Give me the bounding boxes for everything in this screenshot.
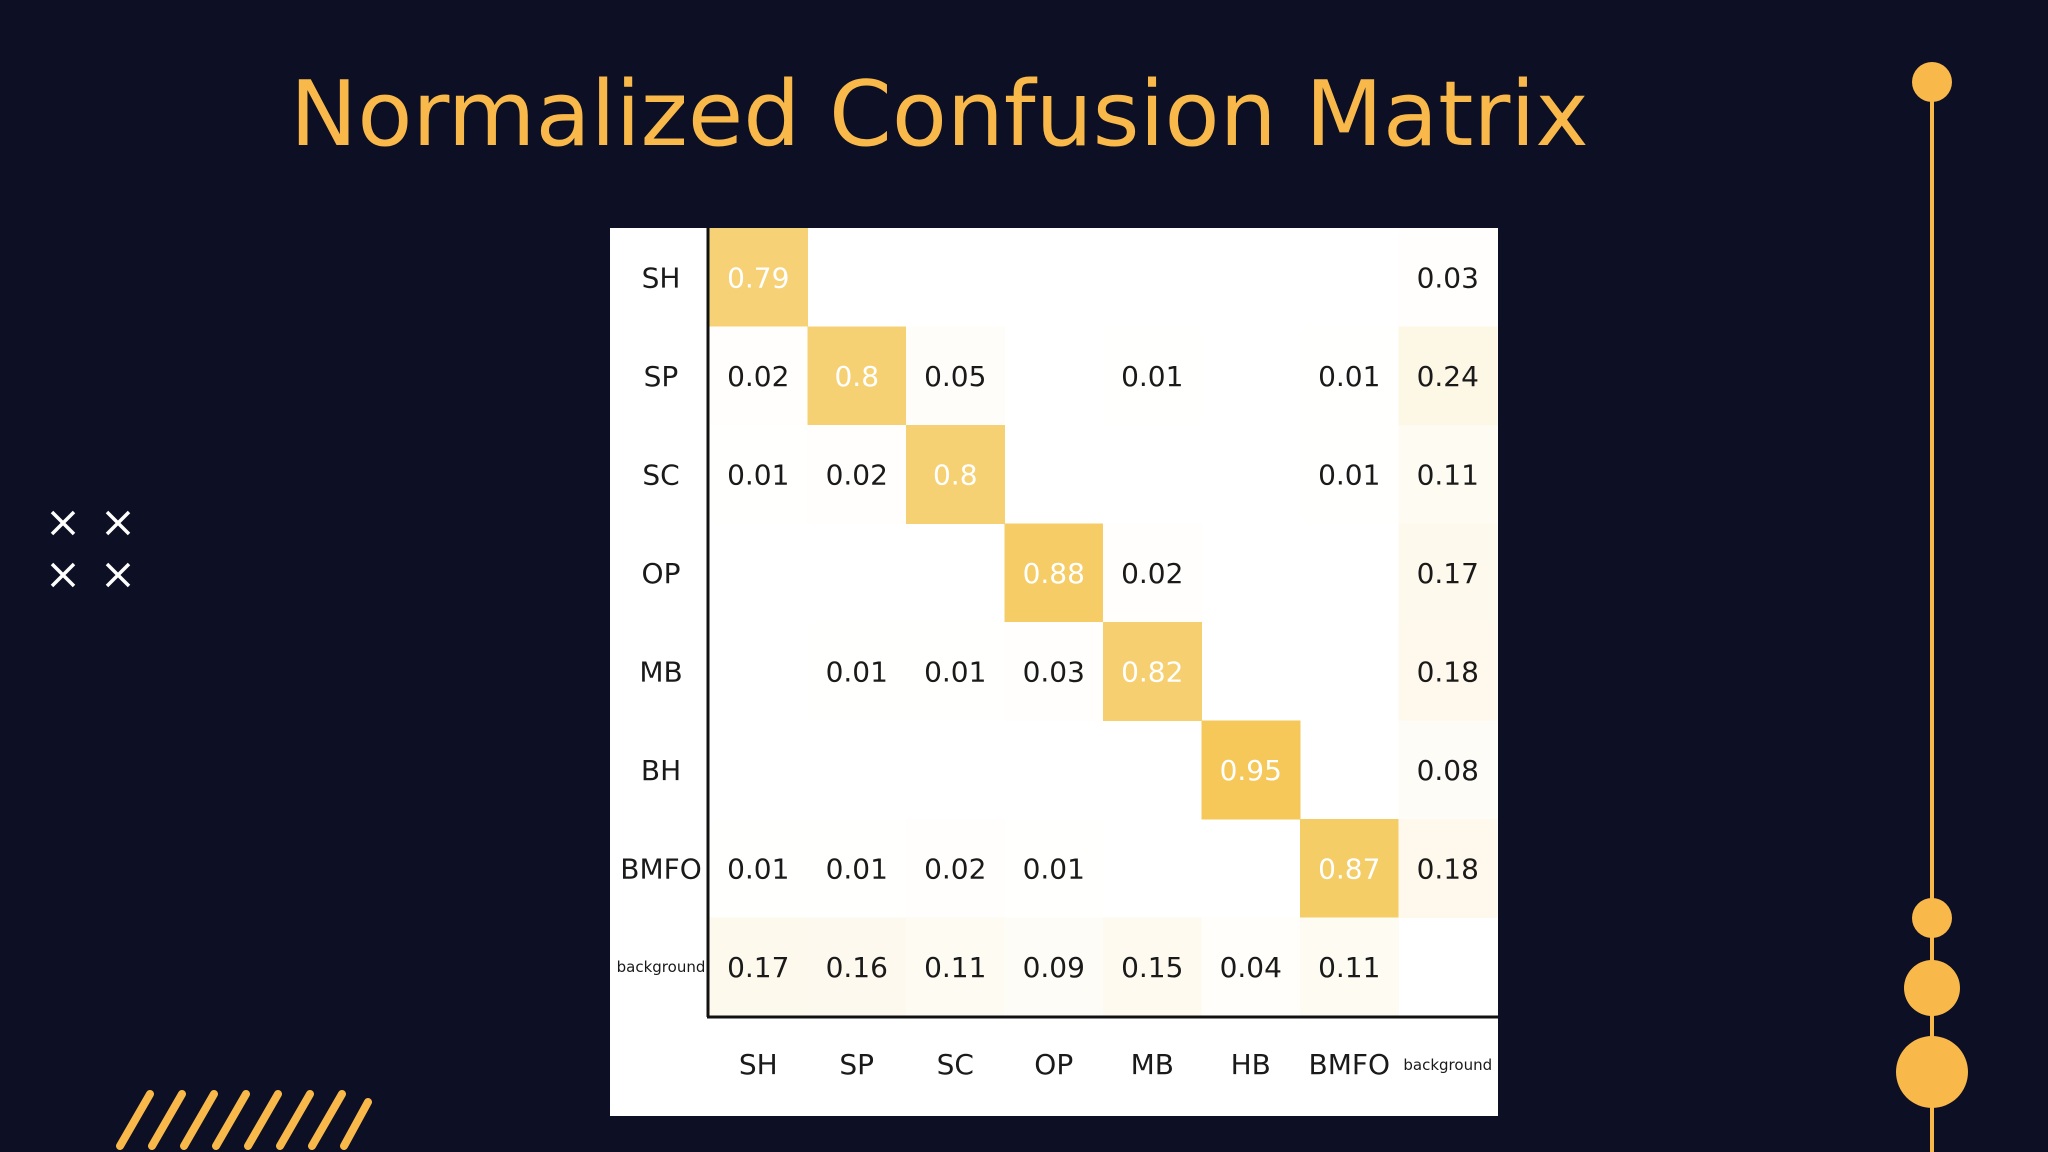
cross-icon: [50, 510, 76, 536]
heatmap-cell: [906, 917, 1005, 1017]
row-label: OP: [642, 557, 681, 590]
row-label: SC: [642, 458, 679, 491]
heatmap-cell: [807, 326, 907, 426]
column-label: SC: [937, 1048, 974, 1081]
heatmap-cell-value: 0.15: [1121, 951, 1183, 984]
heatmap-cell-value: 0.01: [727, 852, 789, 885]
heatmap-cell: [1103, 622, 1202, 721]
cross-icon: [105, 510, 131, 536]
heatmap-cell-value: 0.04: [1220, 951, 1282, 984]
row-label: BMFO: [620, 852, 702, 885]
heatmap-cell: [1398, 523, 1498, 623]
diagonal-stripes-icon: [116, 1090, 372, 1150]
heatmap-cell: [1004, 622, 1104, 721]
heatmap-cell-value: 0.09: [1023, 951, 1085, 984]
row-label: background: [617, 958, 706, 976]
row-label: SH: [642, 261, 681, 294]
heatmap-cell: [709, 425, 808, 524]
column-label: background: [1403, 1056, 1492, 1074]
heatmap-cell: [1398, 425, 1498, 524]
heatmap-cell-value: 0.17: [727, 951, 789, 984]
heatmap-cell-value: 0.18: [1417, 655, 1479, 688]
heatmap-cell: [1398, 622, 1498, 721]
heatmap-cell: [1300, 917, 1399, 1017]
heatmap-cell: [1103, 326, 1202, 426]
heatmap-cell-value: 0.03: [1417, 261, 1479, 294]
heatmap-cell-value: 0.01: [1023, 852, 1085, 885]
heatmap-cell: [709, 326, 808, 426]
heatmap-cell: [1201, 720, 1301, 820]
confusion-matrix-chart: 0.79 0.03 0.02 0.8 0.05 0.01 0.01 0.24 0.01 0.02 0…: [617, 228, 1498, 1081]
slide-title: Normalized Confusion Matrix: [290, 62, 1589, 167]
heatmap-cell-value: 0.02: [826, 458, 888, 491]
heatmap-cell-value: 0.01: [1318, 458, 1380, 491]
heatmap-cell-value: 0.11: [924, 951, 986, 984]
heatmap-cell-value: 0.01: [826, 655, 888, 688]
column-label: HB: [1231, 1048, 1271, 1081]
heatmap-cell: [1201, 917, 1301, 1017]
heatmap-cell: [906, 425, 1005, 524]
heatmap-cell: [1300, 819, 1399, 918]
column-label: BMFO: [1308, 1048, 1390, 1081]
column-label: MB: [1131, 1048, 1174, 1081]
heatmap-cell: [807, 425, 907, 524]
heatmap-cell: [807, 917, 907, 1017]
heatmap-cell: [1103, 523, 1202, 623]
heatmap-cell: [1004, 819, 1104, 918]
heatmap-cell-value: 0.11: [1318, 951, 1380, 984]
column-label: SP: [839, 1048, 874, 1081]
heatmap-cell-value: 0.79: [727, 261, 789, 294]
heatmap-cell-value: 0.01: [1318, 360, 1380, 393]
heatmap-cell-value: 0.82: [1121, 655, 1183, 688]
heatmap-cell-value: 0.08: [1417, 754, 1479, 787]
heatmap-cell: [1004, 917, 1104, 1017]
cross-icon: [50, 562, 76, 588]
heatmap-cell-value: 0.02: [1121, 557, 1183, 590]
heatmap-cell-value: 0.16: [826, 951, 888, 984]
row-label: BH: [641, 754, 681, 787]
heatmap-cell: [1004, 523, 1104, 623]
heatmap-cell-value: 0.17: [1417, 557, 1479, 590]
heatmap-cell-value: 0.03: [1023, 655, 1085, 688]
heatmap-cell: [1398, 326, 1498, 426]
row-label: MB: [639, 655, 682, 688]
heatmap-cell-value: 0.02: [727, 360, 789, 393]
heatmap-cell: [709, 819, 808, 918]
heatmap-cell-value: 0.8: [933, 458, 978, 491]
heatmap-cell-value: 0.8: [834, 360, 879, 393]
heatmap-cell-value: 0.87: [1318, 852, 1380, 885]
cross-icon-group: [48, 508, 138, 598]
heatmap-cell: [1300, 425, 1399, 524]
heatmap-cell-value: 0.02: [924, 852, 986, 885]
cross-icon: [105, 562, 131, 588]
heatmap-cell-value: 0.18: [1417, 852, 1479, 885]
column-label: SH: [739, 1048, 778, 1081]
heatmap-cell-value: 0.11: [1417, 458, 1479, 491]
heatmap-cell: [709, 917, 808, 1017]
heatmap-cell: [1398, 819, 1498, 918]
heatmap-cell: [1398, 228, 1498, 327]
column-label: OP: [1034, 1048, 1073, 1081]
heatmap-cell: [807, 622, 907, 721]
heatmap-cell: [906, 622, 1005, 721]
heatmap-cell-value: 0.24: [1417, 360, 1479, 393]
heatmap-cell: [807, 819, 907, 918]
heatmap-cell-value: 0.01: [826, 852, 888, 885]
heatmap-cell-value: 0.01: [727, 458, 789, 491]
heatmap-cell: [1300, 326, 1399, 426]
heatmap-cell: [709, 228, 808, 327]
confusion-matrix-card: 0.79 0.03 0.02 0.8 0.05 0.01 0.01 0.24 0.01 0.02 0…: [610, 228, 1498, 1116]
heatmap-cell-value: 0.05: [924, 360, 986, 393]
heatmap-cell: [906, 326, 1005, 426]
heatmap-cell-value: 0.88: [1023, 557, 1085, 590]
heatmap-cell: [1103, 917, 1202, 1017]
timeline-dots-icon: [1896, 62, 1968, 1152]
row-label: SP: [644, 360, 679, 393]
heatmap-cell-value: 0.01: [1121, 360, 1183, 393]
heatmap-cell-value: 0.01: [924, 655, 986, 688]
heatmap-cell: [906, 819, 1005, 918]
heatmap-cell: [1398, 720, 1498, 820]
heatmap-cell-value: 0.95: [1220, 754, 1282, 787]
